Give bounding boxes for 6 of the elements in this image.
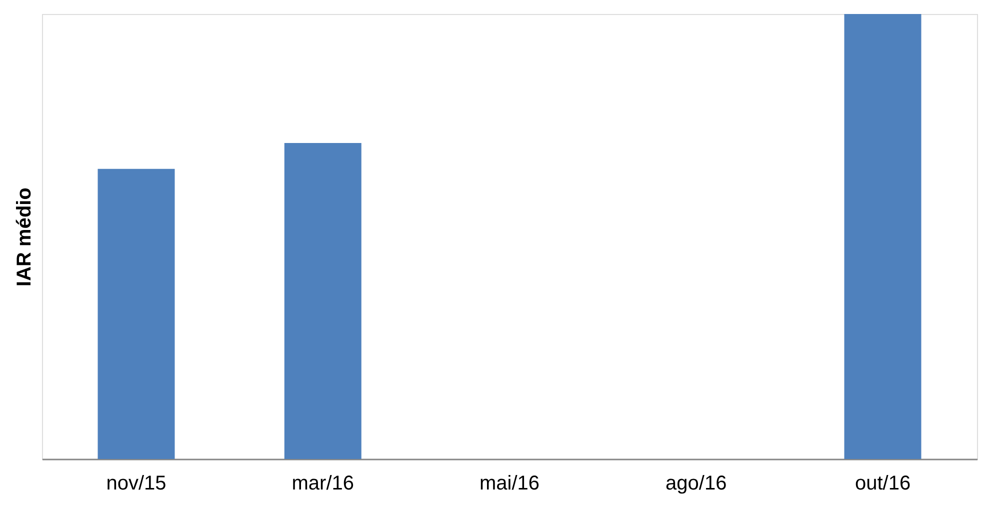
x-tick-label: nov/15	[106, 472, 166, 494]
x-tick-label: mar/16	[292, 472, 354, 494]
x-tick-label: ago/16	[666, 472, 727, 494]
x-tick-label: mai/16	[479, 472, 540, 494]
y-axis-title: IAR médio	[14, 188, 36, 286]
x-tick-label: out/16	[854, 472, 911, 494]
